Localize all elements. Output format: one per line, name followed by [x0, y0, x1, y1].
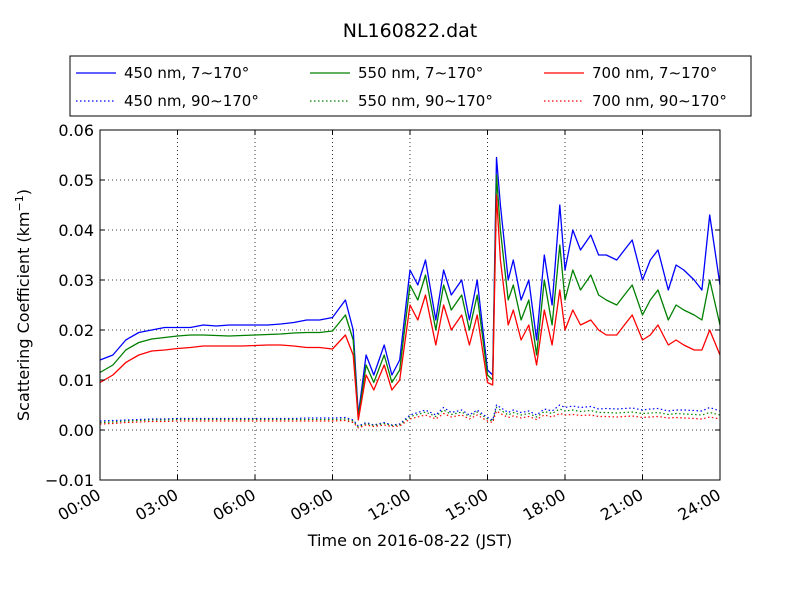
chart-title: NL160822.dat: [343, 20, 478, 42]
series-line-3: [99, 194, 721, 421]
legend-entries: 450 nm, 7∼170° 550 nm, 7∼170° 700 nm, 7∼17…: [76, 64, 727, 110]
x-tick-label: 03:00: [132, 485, 181, 525]
y-tick-label: 0.01: [58, 371, 94, 390]
series-line-2: [99, 174, 721, 419]
x-tick-label: 21:00: [597, 485, 646, 525]
y-tick-label: 0.02: [58, 321, 94, 340]
y-tick-label: 0.05: [58, 171, 94, 190]
y-tick-labels: −0.01 0.00 0.01 0.02 0.03 0.04 0.05 0.06: [45, 121, 94, 490]
x-tick-label: 09:00: [287, 485, 336, 525]
legend: 450 nm, 7∼170° 550 nm, 7∼170° 700 nm, 7∼17…: [69, 55, 752, 117]
legend-label-6: 700 nm, 90∼170°: [592, 92, 727, 110]
legend-box: [69, 55, 752, 117]
y-tick-label: 0.04: [58, 221, 94, 240]
x-tick-label: 24:00: [675, 485, 724, 525]
x-tick-label: 18:00: [520, 485, 569, 525]
x-axis-label: Time on 2016-08-22 (JST): [307, 531, 512, 550]
x-tick-labels: 00:00 03:00 06:00 09:00 12:00 15:00 18:00 21:00…: [55, 485, 724, 525]
plot-area: [99, 129, 721, 481]
legend-label-3: 700 nm, 7∼170°: [592, 64, 717, 82]
y-tick-label: −0.01: [45, 471, 94, 490]
y-axis-label-end: ): [14, 189, 33, 195]
y-axis-label: Scattering Coefficient (km−1): [13, 189, 33, 421]
legend-label-5: 550 nm, 90∼170°: [358, 92, 493, 110]
series-line-1: [99, 156, 721, 416]
series-lines: [99, 156, 721, 429]
y-tick-label: 0.00: [58, 421, 94, 440]
x-tick-label: 06:00: [210, 485, 259, 525]
legend-label-1: 450 nm, 7∼170°: [124, 64, 249, 82]
y-tick-label: 0.03: [58, 271, 94, 290]
legend-label-2: 550 nm, 7∼170°: [358, 64, 483, 82]
grid-lines: [100, 130, 720, 480]
x-tick-label: 12:00: [365, 485, 414, 525]
legend-label-4: 450 nm, 90∼170°: [124, 92, 259, 110]
series-line-4: [99, 404, 721, 427]
x-tick-label: 00:00: [55, 485, 104, 525]
ticks: [99, 129, 721, 481]
y-axis-label-sup: −1: [13, 195, 26, 211]
x-tick-label: 15:00: [442, 485, 491, 525]
y-axis-label-main: Scattering Coefficient (km: [14, 211, 33, 421]
series-line-5: [99, 406, 721, 428]
y-tick-label: 0.06: [58, 121, 94, 140]
